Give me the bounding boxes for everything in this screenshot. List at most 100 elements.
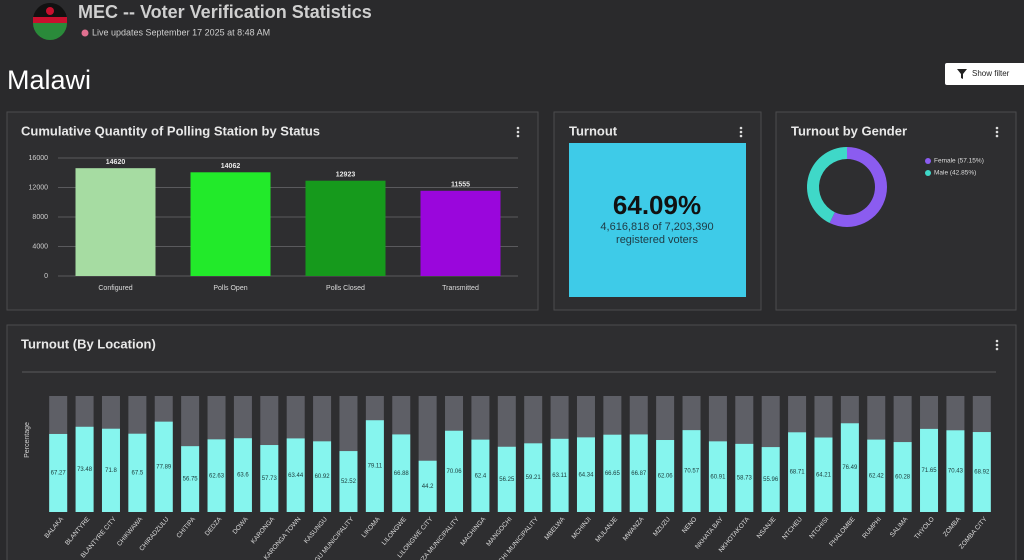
- value-label: 56.75: [183, 477, 199, 483]
- bar: [682, 430, 701, 512]
- bar: [154, 421, 173, 512]
- bar: [656, 440, 675, 512]
- y-axis-label: Percentage: [24, 422, 31, 458]
- legend-label: Female (57.15%): [934, 158, 984, 165]
- y-tick-label: 0: [44, 273, 48, 280]
- x-tick-label: Transmitted: [442, 285, 479, 292]
- value-label: 62.42: [869, 473, 885, 479]
- bar: [445, 430, 464, 512]
- filter-button[interactable]: Show filter: [945, 63, 1024, 85]
- bar: [313, 441, 332, 512]
- x-tick-label: Configured: [98, 285, 132, 292]
- value-label: 70.06: [447, 469, 463, 475]
- legend-label: Male (42.85%): [934, 170, 976, 177]
- chart-title: Turnout by Gender: [791, 123, 907, 138]
- y-tick-label: 4000: [32, 243, 48, 250]
- value-label: 58.73: [737, 476, 753, 482]
- value-label: 64.21: [816, 472, 832, 478]
- header-subtitle: Live updates September 17 2025 at 8:48 A…: [92, 27, 270, 37]
- bar: [260, 445, 279, 512]
- value-label: 11555: [451, 182, 470, 189]
- bar: [471, 439, 490, 512]
- value-label: 73.48: [77, 467, 93, 473]
- bar: [603, 434, 622, 512]
- menu-icon[interactable]: [995, 126, 999, 138]
- menu-icon[interactable]: [516, 126, 520, 138]
- value-label: 60.92: [315, 474, 331, 480]
- bar: [233, 438, 252, 512]
- value-label: 62.4: [475, 473, 487, 479]
- bar: [75, 168, 156, 276]
- bar: [190, 172, 271, 276]
- value-label: 66.65: [605, 471, 621, 477]
- value-label: 77.89: [156, 464, 172, 470]
- value-label: 52.52: [341, 479, 357, 485]
- bar: [305, 180, 386, 276]
- bar: [761, 447, 780, 512]
- bar: [814, 437, 833, 512]
- chart-title: Turnout (By Location): [21, 336, 156, 351]
- value-label: 68.71: [790, 470, 806, 476]
- bar: [708, 441, 727, 512]
- bar: [893, 442, 912, 512]
- value-label: 14620: [106, 159, 126, 166]
- value-label: 62.06: [658, 474, 674, 480]
- bar: [840, 423, 859, 512]
- value-label: 62.63: [209, 473, 225, 479]
- value-label: 71.65: [922, 468, 938, 474]
- bar: [867, 439, 886, 512]
- value-label: 67.27: [51, 471, 67, 477]
- bar: [788, 432, 807, 512]
- bar: [735, 443, 754, 512]
- bar: [420, 190, 501, 276]
- value-label: 63.6: [237, 473, 249, 479]
- legend-swatch: [925, 158, 931, 164]
- turnout-card: [569, 143, 746, 297]
- value-label: 71.8: [105, 468, 117, 474]
- menu-icon[interactable]: [995, 339, 999, 351]
- turnout-detail: 4,616,818 of 7,203,390: [600, 221, 713, 233]
- value-label: 44.2: [422, 484, 434, 490]
- value-label: 57.73: [262, 476, 278, 482]
- value-label: 59.21: [526, 475, 542, 481]
- live-dot: [81, 29, 89, 37]
- value-label: 56.25: [499, 477, 515, 483]
- bar: [181, 446, 200, 512]
- x-tick-label: Polls Closed: [326, 285, 365, 292]
- value-label: 68.92: [974, 470, 990, 476]
- bar: [972, 432, 991, 512]
- bar: [49, 433, 68, 512]
- bar: [392, 434, 411, 512]
- bar: [365, 420, 384, 512]
- bar: [920, 428, 939, 512]
- value-label: 64.34: [578, 472, 594, 478]
- bar: [946, 430, 965, 512]
- filter-button-label[interactable]: Show filter: [972, 69, 1010, 78]
- value-label: 12923: [336, 172, 356, 179]
- value-label: 60.28: [895, 475, 911, 481]
- value-label: 76.49: [842, 465, 858, 471]
- value-label: 70.57: [684, 469, 700, 475]
- turnout-caption: registered voters: [616, 234, 698, 246]
- bar: [524, 443, 543, 512]
- y-tick-label: 8000: [32, 214, 48, 221]
- bar: [286, 438, 305, 512]
- y-tick-label: 16000: [29, 155, 49, 162]
- value-label: 60.91: [710, 474, 726, 480]
- page-title: Malawi: [7, 65, 91, 95]
- value-label: 67.5: [132, 470, 144, 476]
- bar: [128, 433, 147, 512]
- value-label: 63.11: [552, 473, 567, 479]
- menu-icon[interactable]: [739, 126, 743, 138]
- bar: [75, 426, 94, 512]
- value-label: 66.87: [631, 471, 647, 477]
- bar: [101, 428, 120, 512]
- donut-slice: [829, 147, 887, 227]
- bar: [207, 439, 226, 512]
- value-label: 63.44: [288, 473, 304, 479]
- value-label: 66.88: [394, 471, 410, 477]
- chart-title: Cumulative Quantity of Polling Station b…: [21, 123, 320, 138]
- x-tick-label: Polls Open: [213, 285, 247, 292]
